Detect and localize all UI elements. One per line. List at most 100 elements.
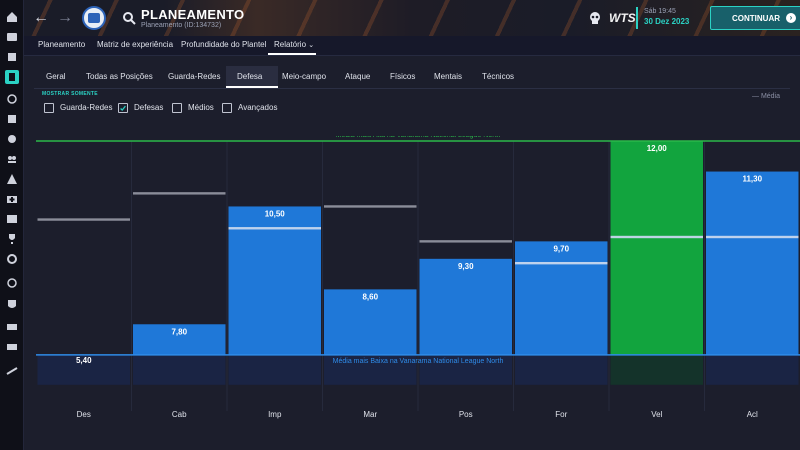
trophy-icon[interactable] xyxy=(5,232,19,246)
tab-mentais[interactable]: Mentais xyxy=(434,72,463,81)
checkbox-medios[interactable] xyxy=(172,103,182,113)
checkbox-defesas-label: Defesas xyxy=(134,103,164,112)
menu-relatorio[interactable]: Relatório ⌄ xyxy=(274,40,314,49)
page-subtitle: Planeamento (ID:134732) xyxy=(141,22,222,29)
staff-icon[interactable] xyxy=(5,152,19,166)
bar-base-des xyxy=(37,354,130,385)
menu-matriz[interactable]: Matriz de experiência xyxy=(97,40,174,49)
average-marker-pos xyxy=(419,240,512,243)
bar-imp xyxy=(228,206,321,355)
menu-planeamento[interactable]: Planeamento xyxy=(38,40,86,49)
tab-active-indicator xyxy=(226,66,278,88)
tab-tecnicos[interactable]: Técnicos xyxy=(482,72,515,81)
tabs-divider xyxy=(34,88,790,89)
checkbox-avancados[interactable] xyxy=(222,103,232,113)
category-label-imp: Imp xyxy=(268,410,282,419)
category-label-mar: Mar xyxy=(363,410,377,419)
average-marker-for xyxy=(515,261,608,265)
inbox-icon[interactable] xyxy=(5,30,19,44)
forward-button[interactable]: → xyxy=(57,9,73,26)
club-vision-icon[interactable] xyxy=(5,276,19,290)
category-label-des: Des xyxy=(77,410,91,419)
value-label-des: 5,40 xyxy=(76,356,92,365)
bar-base-vel xyxy=(610,354,703,385)
report-panel: Geral Todas as Posições Guarda-Redes Def… xyxy=(24,56,800,450)
chart-references: Média mais Alta na Vanarama National Lea… xyxy=(36,136,800,365)
value-label-acl: 11,30 xyxy=(742,175,762,184)
checkbox-guarda-redes[interactable] xyxy=(44,103,54,113)
tab-guarda-redes[interactable]: Guarda-Redes xyxy=(168,72,221,81)
menu-relatorio-label: Relatório xyxy=(274,40,307,49)
chart-grid xyxy=(131,141,705,411)
category-label-for: For xyxy=(555,410,567,419)
bar-base-pos xyxy=(419,354,512,385)
squad-icon[interactable] xyxy=(5,50,19,64)
sub-menu: Planeamento Matriz de experiência Profun… xyxy=(24,36,800,56)
sidebar xyxy=(0,0,24,450)
average-marker-mar xyxy=(324,205,417,208)
average-marker-cab xyxy=(133,192,226,195)
skull-icon[interactable] xyxy=(587,10,603,26)
chart-labels: 5,40 Des 7,80 Cab 10,50 Imp 8,60 Mar 9,30 Pos 9,70… xyxy=(76,144,763,419)
menu-profundidade[interactable]: Profundidade do Plantel xyxy=(181,40,267,49)
finances-icon[interactable] xyxy=(5,320,19,334)
dev-centre-icon[interactable] xyxy=(5,340,19,354)
ref-label-high: Média mais Alta na Vanarama National Lea… xyxy=(336,136,501,139)
continue-button[interactable]: CONTINUAR › xyxy=(710,6,800,30)
average-marker-imp xyxy=(228,227,321,230)
checkbox-guarda-redes-label: Guarda-Redes xyxy=(60,103,113,112)
data-hub-icon[interactable] xyxy=(5,112,19,126)
tab-meio-campo[interactable]: Meio-campo xyxy=(282,72,327,81)
bar-mar xyxy=(324,289,417,355)
bar-base-imp xyxy=(228,354,321,385)
report-icon[interactable] xyxy=(5,364,19,378)
value-label-vel: 12,00 xyxy=(647,144,668,153)
home-icon[interactable] xyxy=(5,10,19,24)
chevron-down-icon: ⌄ xyxy=(308,42,315,49)
value-label-for: 9,70 xyxy=(553,244,569,253)
checkbox-defesas[interactable] xyxy=(118,103,128,113)
calendar-icon[interactable] xyxy=(5,132,19,146)
average-marker-acl xyxy=(706,235,799,239)
date-accent xyxy=(636,7,638,29)
average-legend: — Média xyxy=(752,93,781,100)
club-badge[interactable] xyxy=(82,6,106,30)
value-label-mar: 8,60 xyxy=(362,292,378,301)
tab-geral[interactable]: Geral xyxy=(46,72,66,81)
back-button[interactable]: ← xyxy=(33,9,49,26)
planning-icon[interactable] xyxy=(5,70,19,84)
top-bar: ← → PLANEAMENTO Planeamento (ID:134732) … xyxy=(24,0,800,36)
bar-vel xyxy=(610,141,703,355)
attribute-chart: Média mais Alta na Vanarama National Lea… xyxy=(36,136,800,419)
page-title: PLANEAMENTO xyxy=(141,7,245,22)
continue-label: CONTINUAR xyxy=(732,13,780,23)
club-info-icon[interactable] xyxy=(5,298,19,312)
tactics-icon[interactable] xyxy=(5,92,19,106)
medical-icon[interactable] xyxy=(5,192,19,206)
chart-averages xyxy=(37,192,799,265)
average-marker-vel xyxy=(610,235,703,239)
tab-fisicos[interactable]: Físicos xyxy=(390,72,416,81)
tab-todas-posicoes[interactable]: Todas as Posições xyxy=(86,72,153,81)
brand-logo: WTS xyxy=(609,11,636,25)
average-marker-des xyxy=(37,218,130,221)
category-label-cab: Cab xyxy=(172,410,187,419)
bar-cab xyxy=(133,324,226,355)
filter-heading: MOSTRAR SOMENTE xyxy=(42,91,98,97)
checkmark-icon xyxy=(120,105,126,111)
scouting-icon[interactable] xyxy=(5,212,19,226)
checkbox-medios-label: Médios xyxy=(188,103,214,112)
menu-active-indicator xyxy=(268,53,316,55)
search-icon[interactable] xyxy=(122,11,136,25)
category-label-acl: Acl xyxy=(747,410,758,419)
chevron-right-icon: › xyxy=(786,13,796,23)
bar-for xyxy=(515,241,608,355)
category-label-pos: Pos xyxy=(459,410,473,419)
training-icon[interactable] xyxy=(5,172,19,186)
bar-base-for xyxy=(515,354,608,385)
category-label-vel: Vel xyxy=(651,410,662,419)
tab-defesa[interactable]: Defesa xyxy=(237,72,263,81)
transfers-icon[interactable] xyxy=(5,252,19,266)
tab-ataque[interactable]: Ataque xyxy=(345,72,371,81)
chart-bars xyxy=(37,141,799,385)
